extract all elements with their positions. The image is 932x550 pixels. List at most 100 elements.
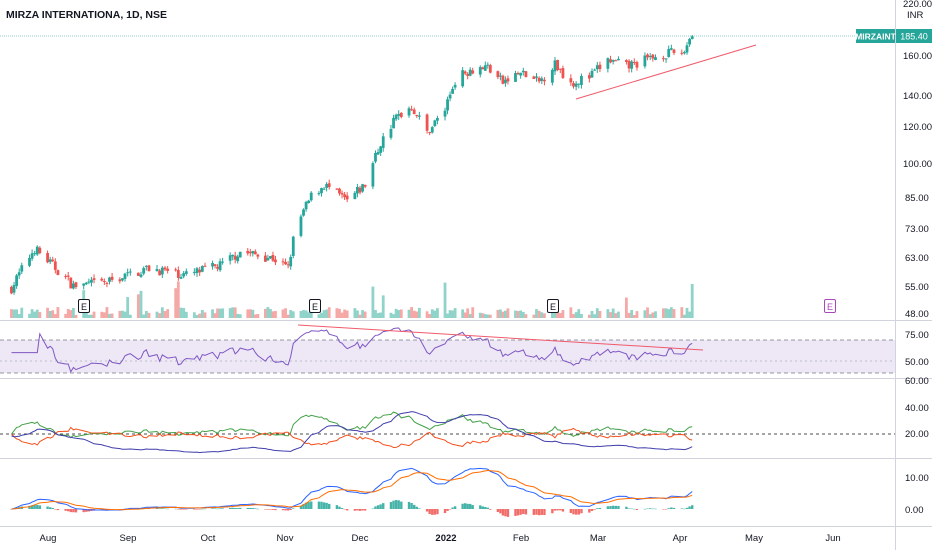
macd-histogram-bar <box>448 509 452 510</box>
candle-body <box>12 285 16 293</box>
macd-histogram-bar <box>516 509 520 516</box>
volume-bar <box>64 313 68 318</box>
volume-bar <box>540 312 544 318</box>
volume-bar <box>501 311 505 318</box>
macd-histogram-bar <box>274 509 277 511</box>
volume-bar <box>648 314 652 318</box>
volume-bar <box>569 307 573 318</box>
candle-body <box>664 58 668 60</box>
rsi-axis[interactable]: 75.00 50.00 <box>905 330 929 368</box>
candle-body <box>540 78 544 81</box>
volume-bar <box>236 313 240 318</box>
price-trendline[interactable] <box>575 44 757 100</box>
earnings-marker[interactable]: E <box>78 299 90 313</box>
macd-histogram-bar <box>532 509 536 515</box>
macd-histogram-bar <box>611 505 615 509</box>
volume-bar <box>218 308 222 318</box>
macd-axis[interactable]: 10.00 0.00 <box>905 473 929 516</box>
time-axis[interactable]: Aug Sep Oct Nov Dec 2022 Feb Mar Apr May… <box>40 533 841 544</box>
volume-bar <box>142 314 146 318</box>
candle-body <box>307 200 311 204</box>
earnings-marker[interactable]: E <box>547 299 559 313</box>
candle-body <box>669 48 673 50</box>
volume-bar <box>624 297 628 318</box>
macd-histogram-bar <box>353 509 357 511</box>
candle-body <box>345 195 349 200</box>
macd-histogram-bar <box>213 508 217 509</box>
candle-body <box>407 108 411 116</box>
candle-body <box>580 76 583 85</box>
dmi-axis[interactable]: 60.00 40.00 20.00 <box>905 376 929 440</box>
macd-histogram-bar <box>572 509 575 515</box>
macd-histogram-bar <box>340 507 344 509</box>
candle-body <box>595 65 599 70</box>
candle-body <box>343 194 346 198</box>
candle-body <box>108 277 111 282</box>
candle-body <box>606 58 610 69</box>
volume-bar <box>363 311 367 318</box>
macd-histogram-bar <box>400 501 403 509</box>
price-axis[interactable]: 220.00 INR 160.00 140.00 120.00 100.00 8… <box>903 0 932 320</box>
volume-bar <box>56 307 60 318</box>
macd-signal-line <box>11 469 693 511</box>
macd-histogram-bar <box>524 509 528 515</box>
macd-histogram-bar <box>371 508 375 509</box>
volume-bar <box>144 310 148 318</box>
candle-body <box>356 186 359 194</box>
volume-bar <box>48 310 52 318</box>
candle-body <box>15 275 19 286</box>
rsi-trendline[interactable] <box>297 324 704 351</box>
candle-body <box>433 120 437 126</box>
macd-histogram-bar <box>537 509 541 516</box>
candle-body <box>286 264 290 266</box>
candle-body <box>363 184 367 187</box>
volume-bar <box>123 311 127 318</box>
macd-histogram-bar <box>415 506 418 509</box>
volume-bar <box>587 314 591 318</box>
volume-bar <box>521 311 525 318</box>
candle-body <box>593 69 597 71</box>
time-label: Oct <box>201 533 216 544</box>
volume-bar <box>553 311 557 318</box>
candle-body <box>466 73 470 76</box>
candle-body <box>309 192 313 201</box>
volume-bar <box>664 308 668 318</box>
candle-body <box>10 286 13 294</box>
price-tick: 73.00 <box>905 224 929 235</box>
earnings-marker[interactable]: E <box>309 299 321 313</box>
svg-text:E: E <box>81 302 87 312</box>
candle-body <box>102 280 106 282</box>
candle-body <box>304 201 308 210</box>
candle-body <box>251 251 255 254</box>
macd-histogram-bar <box>418 508 421 509</box>
earnings-marker-upcoming[interactable]: E <box>824 299 836 313</box>
macd-histogram-bar <box>182 509 185 510</box>
macd-histogram-bar <box>310 501 313 509</box>
candle-body <box>627 60 631 69</box>
volume-bar <box>238 314 242 318</box>
volume-bar <box>163 311 167 318</box>
volume-bar <box>92 311 96 318</box>
volume-bar <box>10 309 13 318</box>
macd-histogram-bar <box>609 506 612 509</box>
candle-body <box>317 192 321 195</box>
volume-bar <box>466 308 470 318</box>
volume-bar <box>595 308 599 318</box>
di-minus-line <box>11 426 693 449</box>
volume-bar <box>74 314 78 318</box>
volume-bar <box>412 310 416 318</box>
volume-bar <box>606 309 610 318</box>
price-tick: 48.00 <box>905 309 929 320</box>
macd-histogram-bar <box>51 507 54 509</box>
macd-histogram-bar <box>410 502 413 509</box>
macd-histogram-bar <box>233 507 237 509</box>
volume-bar <box>672 309 676 318</box>
candle-body <box>572 83 575 87</box>
candle-body <box>611 59 615 62</box>
volume-bar <box>231 307 235 318</box>
volume-bar <box>558 313 562 318</box>
volume-bar <box>561 310 565 318</box>
candle-body <box>648 56 652 58</box>
macd-histogram-bar <box>228 507 232 509</box>
